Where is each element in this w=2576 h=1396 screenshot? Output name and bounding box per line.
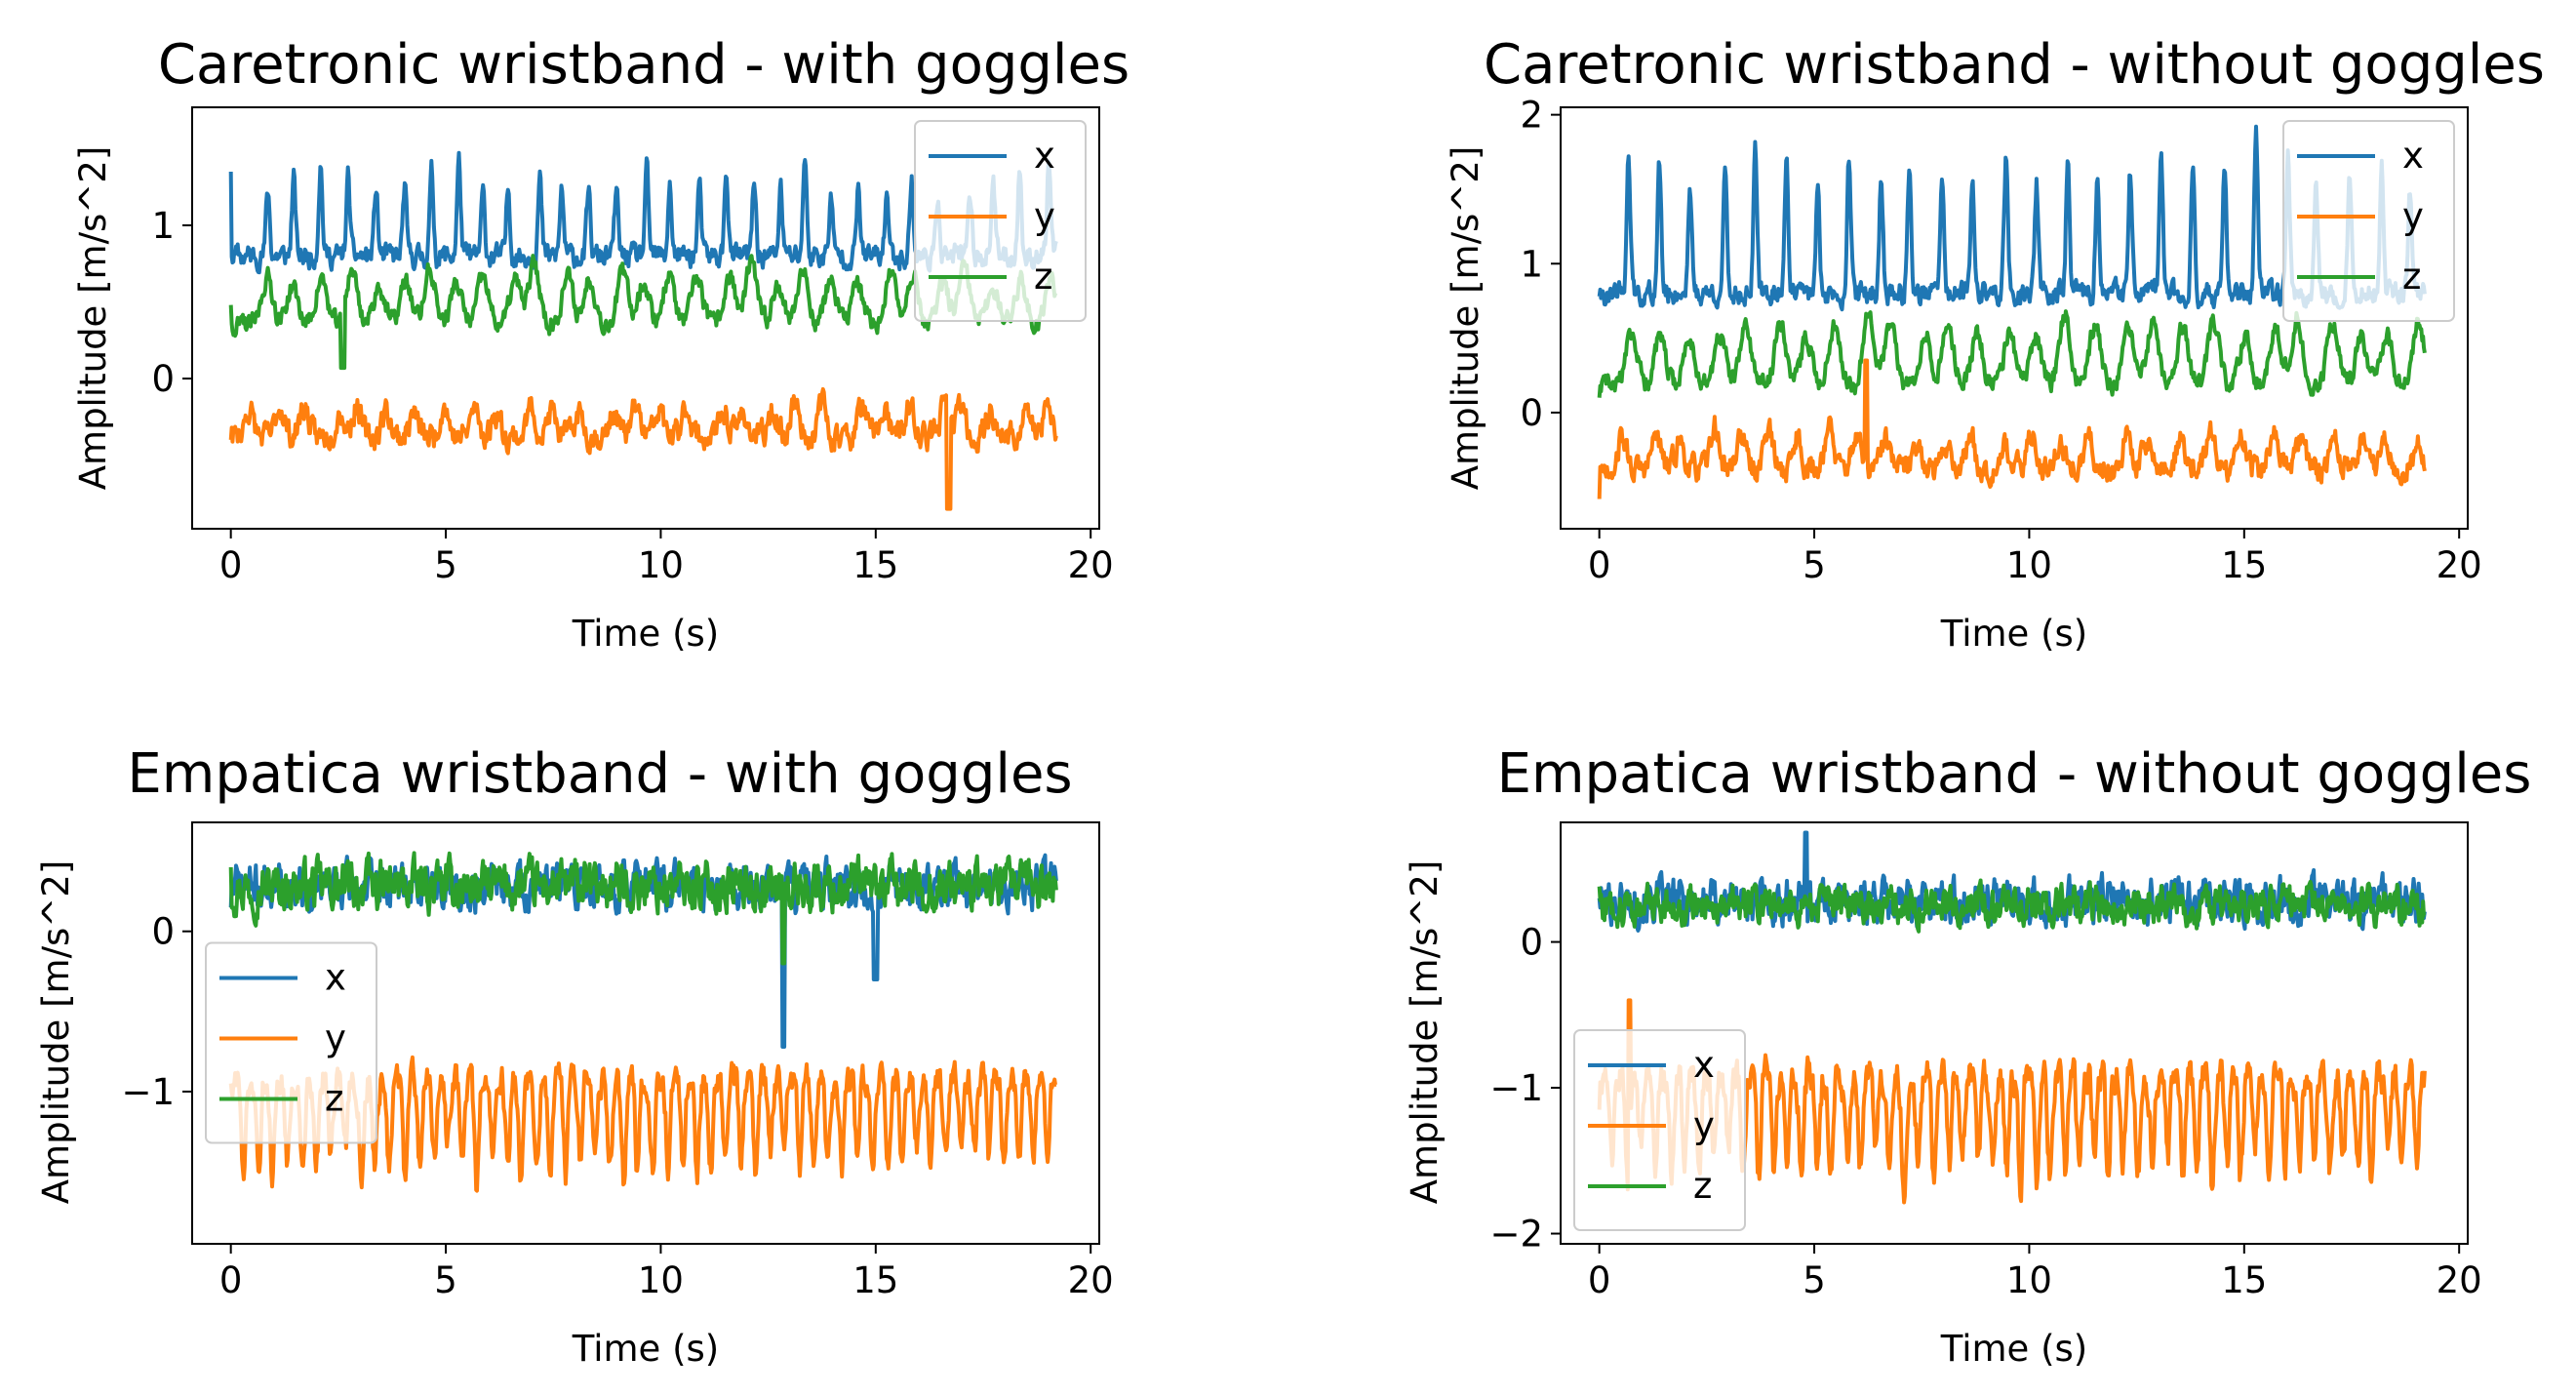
y-axis-label: Amplitude [m/s^2]: [35, 860, 77, 1205]
x-tick-label: 15: [852, 1259, 898, 1301]
y-tick-label: −1: [1489, 1067, 1543, 1109]
legend-box: [1573, 1029, 1746, 1231]
x-tick-label: 15: [852, 544, 898, 586]
x-tick-label: 0: [219, 544, 243, 586]
x-tick-label: 5: [1803, 1259, 1826, 1301]
chart-title: Caretronic wristband - without goggles: [1484, 33, 2545, 97]
x-axis-label: Time (s): [1940, 613, 2087, 655]
x-axis-label: Time (s): [572, 1328, 719, 1370]
x-tick-label: 20: [2437, 1259, 2482, 1301]
y-axis-label: Amplitude [m/s^2]: [1404, 860, 1446, 1205]
plot-area: 0 5 10 15 20 0 1 2 xyz: [1520, 95, 2481, 586]
legend-label-z: z: [325, 1078, 343, 1120]
legend: xyz: [914, 120, 1087, 322]
x-tick-label: 0: [219, 1259, 243, 1301]
x-tick-label: 0: [1588, 1259, 1611, 1301]
legend-label-z: z: [2402, 256, 2421, 298]
legend-label-y: y: [1693, 1104, 1715, 1146]
legend: xyz: [2282, 120, 2455, 322]
legend-label-y: y: [2402, 195, 2424, 237]
x-tick-label: 10: [638, 544, 684, 586]
chart-title: Empatica wristband - with goggles: [127, 742, 1072, 806]
series-line-z: [1597, 309, 2427, 398]
x-axis-label: Time (s): [572, 613, 719, 655]
series-line-y: [228, 386, 1058, 511]
y-tick-label: −2: [1489, 1214, 1543, 1256]
series-line-z: [1597, 878, 2426, 934]
axes-frame: [1560, 821, 2469, 1245]
legend: xyz: [205, 941, 377, 1144]
subplot-caretronic-with-goggles: Caretronic wristband - with goggles 0 5 10…: [72, 33, 1129, 655]
legend-label-z: z: [1034, 256, 1052, 298]
plot-area: 0 5 10 15 20 −2 −1 0 xyz: [1489, 821, 2482, 1301]
y-tick-label: 0: [151, 911, 175, 953]
legend-label-z: z: [1693, 1165, 1712, 1207]
subplot-empatica-without-goggles: Empatica wristband - without goggles 0 5 1…: [1404, 742, 2531, 1370]
x-tick-label: 10: [638, 1259, 684, 1301]
y-tick-label: −1: [121, 1071, 175, 1113]
x-tick-label: 15: [2221, 544, 2267, 586]
plot-area: 0 5 10 15 20 0 1 xyz: [151, 106, 1114, 586]
legend-label-y: y: [325, 1017, 346, 1059]
legend-label-x: x: [2402, 135, 2424, 177]
legend: xyz: [1573, 1029, 1746, 1231]
series-line-z: [228, 851, 1058, 966]
x-tick-label: 20: [1068, 1259, 1114, 1301]
chart-title: Empatica wristband - without goggles: [1497, 742, 2532, 806]
y-axis-label: Amplitude [m/s^2]: [1445, 146, 1486, 491]
plot-area: 0 5 10 15 20 −1 0 xyz: [121, 821, 1114, 1301]
subplot-empatica-with-goggles: Empatica wristband - with goggles 0 5 10 15…: [35, 742, 1114, 1370]
x-tick-label: 5: [1803, 544, 1826, 586]
x-tick-label: 20: [2437, 544, 2482, 586]
y-tick-label: 2: [1520, 95, 1543, 137]
subplot-caretronic-without-goggles: Caretronic wristband - without goggles 0…: [1445, 33, 2545, 655]
y-axis-label: Amplitude [m/s^2]: [72, 146, 114, 491]
x-tick-label: 5: [434, 1259, 457, 1301]
legend-box: [2282, 120, 2455, 322]
legend-label-x: x: [1693, 1044, 1715, 1086]
legend-label-x: x: [1034, 135, 1055, 177]
axes-frame: [191, 106, 1100, 530]
x-axis-label: Time (s): [1940, 1328, 2087, 1370]
legend-box: [914, 120, 1087, 322]
x-tick-label: 10: [2006, 1259, 2052, 1301]
legend-label-x: x: [325, 957, 346, 999]
x-tick-label: 10: [2006, 544, 2052, 586]
series-line-y: [1597, 358, 2427, 499]
y-tick-label: 0: [1520, 922, 1543, 964]
legend-box: [205, 941, 377, 1144]
x-tick-label: 5: [434, 544, 457, 586]
y-tick-label: 0: [1520, 392, 1543, 434]
legend-label-y: y: [1034, 195, 1055, 237]
chart-title: Caretronic wristband - with goggles: [158, 33, 1129, 97]
y-tick-label: 1: [1520, 243, 1543, 285]
x-tick-label: 15: [2221, 1259, 2267, 1301]
axes-frame: [1560, 106, 2469, 530]
x-tick-label: 0: [1588, 544, 1611, 586]
axes-frame: [191, 821, 1100, 1245]
y-tick-label: 1: [151, 205, 175, 247]
x-tick-label: 20: [1068, 544, 1114, 586]
y-tick-label: 0: [151, 358, 175, 400]
